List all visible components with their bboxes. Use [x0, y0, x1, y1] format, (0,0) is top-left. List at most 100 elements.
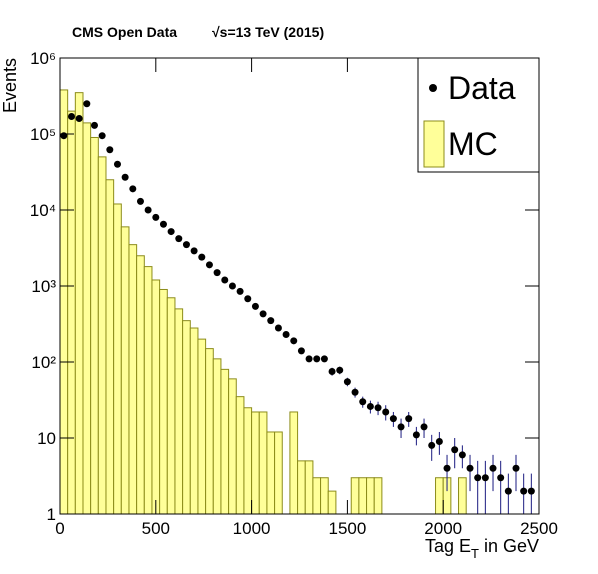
data-point: [98, 132, 106, 140]
y-tick-label: 10⁶: [30, 49, 56, 68]
legend-label: MC: [448, 126, 498, 162]
hist-bar: [297, 460, 306, 514]
data-point: [121, 173, 129, 181]
hist-bar: [166, 297, 176, 514]
data-point: [466, 464, 474, 472]
data-point: [159, 220, 167, 228]
data-point: [205, 261, 213, 269]
hist-bar: [60, 89, 69, 514]
data-point: [351, 388, 359, 396]
data-point: [451, 446, 459, 454]
data-point: [251, 302, 259, 310]
hist-bar: [182, 320, 191, 514]
hist-bar: [113, 203, 122, 514]
data-point: [267, 317, 275, 325]
data-point: [274, 324, 282, 332]
hist-bar: [197, 338, 207, 514]
hist-bar: [312, 477, 322, 514]
hist-bar: [151, 279, 161, 514]
x-tick-label: 2000: [424, 519, 462, 538]
hist-bar: [105, 179, 115, 514]
hist-bar: [159, 288, 168, 514]
hist-bar: [212, 358, 222, 514]
x-tick-label: 500: [142, 519, 170, 538]
data-point: [290, 337, 298, 345]
hist-bar: [366, 477, 375, 514]
data-point: [90, 121, 98, 129]
legend-label: Data: [448, 70, 516, 106]
data-point: [313, 355, 321, 363]
hist-bar: [174, 308, 184, 514]
data-point: [75, 114, 83, 122]
hist-bar: [205, 348, 214, 514]
data-point: [489, 464, 497, 472]
hist-bar: [358, 477, 368, 514]
data-point: [236, 287, 244, 295]
hist-bar: [435, 477, 444, 514]
hist-bar: [97, 156, 107, 514]
data-point: [336, 366, 344, 374]
data-point: [106, 146, 114, 154]
data-point: [428, 441, 436, 449]
y-tick-label: 10: [37, 429, 56, 448]
hist-bar: [327, 490, 337, 514]
x-tick-label: 1500: [328, 519, 366, 538]
data-point: [374, 404, 382, 412]
hist-bar: [128, 244, 138, 514]
data-point: [129, 185, 137, 193]
data-point: [282, 331, 290, 339]
data-point: [144, 206, 152, 214]
hist-bar: [143, 266, 153, 514]
data-point: [228, 282, 236, 290]
y-tick-label: 10⁴: [30, 201, 56, 220]
x-axis-label: Tag ET in GeV: [425, 536, 539, 561]
data-point: [244, 295, 252, 303]
hist-bar: [74, 92, 84, 514]
data-point: [83, 100, 91, 108]
data-point: [328, 367, 336, 375]
data-point: [343, 378, 351, 386]
chart-subtitle: √s=13 TeV (2015): [212, 24, 324, 40]
y-tick-label: 10²: [31, 353, 56, 372]
hist-bar: [120, 226, 130, 514]
hist-bar: [274, 431, 283, 514]
hist-bar: [251, 411, 260, 514]
data-point: [182, 241, 190, 249]
hist-bar: [136, 255, 145, 514]
chart-title: CMS Open Data: [72, 24, 177, 40]
hist-bar: [243, 407, 253, 514]
data-point: [198, 253, 206, 261]
data-point: [527, 487, 535, 495]
data-point: [412, 431, 420, 439]
data-point: [320, 355, 328, 363]
data-point: [359, 398, 367, 406]
histogram-layer: [60, 89, 467, 514]
hist-bar: [304, 460, 314, 514]
hist-bar: [373, 477, 383, 514]
data-point: [405, 415, 413, 423]
data-point: [366, 402, 374, 410]
data-point: [190, 247, 198, 255]
legend-marker: [429, 84, 437, 92]
data-point: [213, 269, 221, 277]
hist-bar: [266, 431, 276, 514]
x-tick-label: 2500: [520, 519, 558, 538]
data-point: [305, 355, 313, 363]
hist-bar: [189, 327, 199, 514]
data-point: [474, 474, 482, 482]
hist-bar: [320, 477, 329, 514]
data-point: [60, 132, 68, 140]
hist-bar: [228, 378, 237, 514]
data-point: [67, 112, 75, 120]
data-point: [382, 408, 390, 416]
data-point: [389, 415, 397, 423]
hist-bar: [82, 122, 92, 514]
hist-bar: [289, 411, 299, 514]
data-point: [512, 464, 520, 472]
data-point: [167, 228, 175, 236]
x-tick-label: 0: [55, 519, 64, 538]
data-point: [113, 160, 121, 168]
x-tick-label: 1000: [233, 519, 271, 538]
data-point: [481, 474, 489, 482]
